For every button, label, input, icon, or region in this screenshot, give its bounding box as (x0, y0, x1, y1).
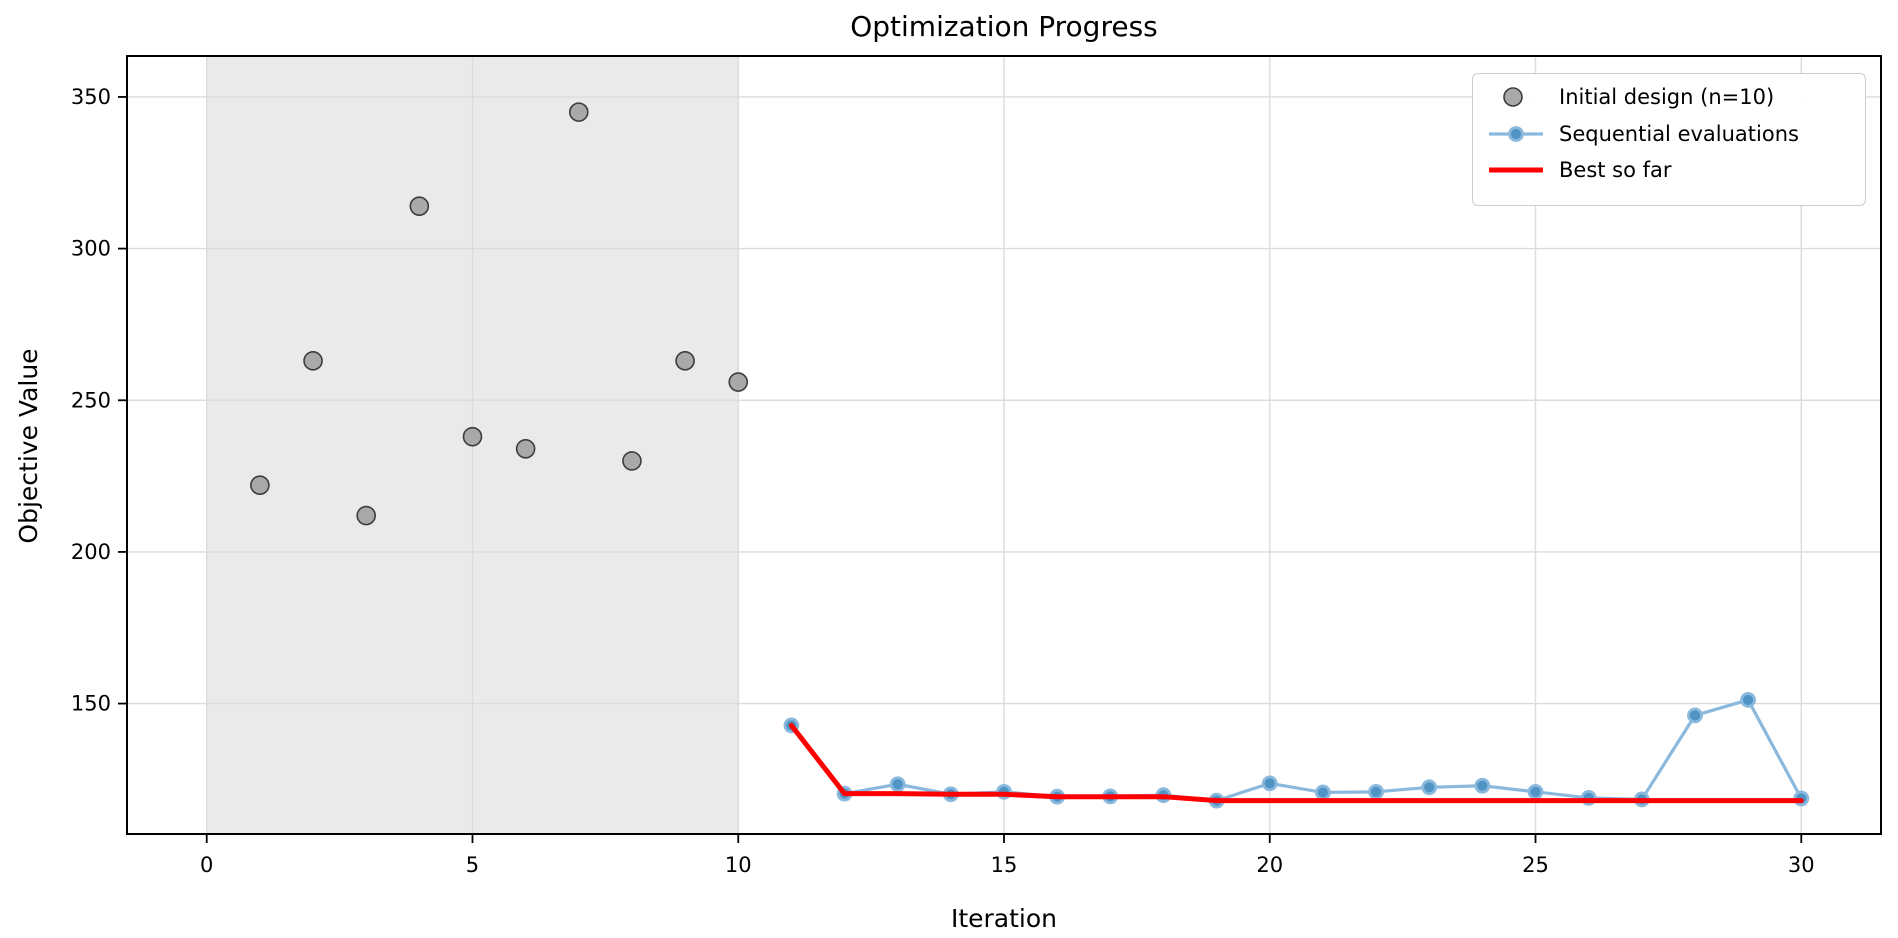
x-axis-label: Iteration (950, 904, 1058, 933)
data-point (462, 426, 483, 447)
series-line-1 (789, 698, 1803, 803)
sequential-evaluations-line-icon (1489, 125, 1543, 142)
swatch-circle (1503, 87, 1523, 108)
data-point (1261, 775, 1278, 792)
series-line-2 (788, 722, 1804, 804)
legend-entry-sequential-evaluations: Sequential evaluations (1487, 116, 1865, 153)
data-point (1687, 707, 1703, 724)
plot-spines (126, 55, 1882, 835)
legend-entry-initial-design: Initial design (n=10) (1487, 79, 1865, 116)
chart-title: Optimization Progress (850, 10, 1158, 43)
legend-label: Initial design (n=10) (1559, 85, 1775, 110)
x-tick-label: 0 (200, 853, 213, 877)
data-point (250, 475, 270, 495)
legend-label: Sequential evaluations (1559, 121, 1799, 146)
data-point (356, 505, 376, 526)
data-point (1474, 777, 1491, 794)
data-point (1421, 779, 1438, 796)
data-point (409, 196, 430, 216)
y-axis-label: Objective Value (14, 348, 43, 544)
data-point (728, 372, 749, 392)
data-point (1368, 783, 1384, 800)
data-point (515, 438, 536, 459)
data-point (889, 776, 906, 793)
data-point (1740, 692, 1757, 708)
y-tick-label: 300 (71, 237, 111, 261)
x-tick-label: 10 (725, 853, 752, 877)
x-tick-label: 25 (1522, 853, 1549, 877)
y-tick-label: 250 (71, 388, 111, 412)
legend: Initial design (n=10) Sequential evaluat… (1472, 73, 1866, 206)
data-point (568, 102, 589, 122)
x-tick-label: 20 (1256, 853, 1283, 877)
legend-label: Best so far (1559, 158, 1672, 183)
x-tick-label: 15 (991, 853, 1018, 877)
initial-design-marker-icon (1503, 87, 1523, 108)
data-point (675, 351, 695, 371)
data-point (303, 351, 323, 371)
legend-entry-best-so-far: Best so far (1487, 152, 1865, 189)
y-tick-label: 200 (71, 540, 111, 564)
data-point (1527, 783, 1544, 800)
best-so-far-line-icon (1489, 167, 1543, 173)
x-tick-label: 5 (466, 853, 479, 877)
x-tick-label: 30 (1788, 853, 1815, 877)
swatch-marker (1508, 125, 1524, 142)
data-point (622, 451, 642, 471)
y-tick-label: 350 (71, 85, 111, 109)
data-point (1315, 784, 1331, 801)
y-tick-label: 150 (71, 692, 111, 716)
